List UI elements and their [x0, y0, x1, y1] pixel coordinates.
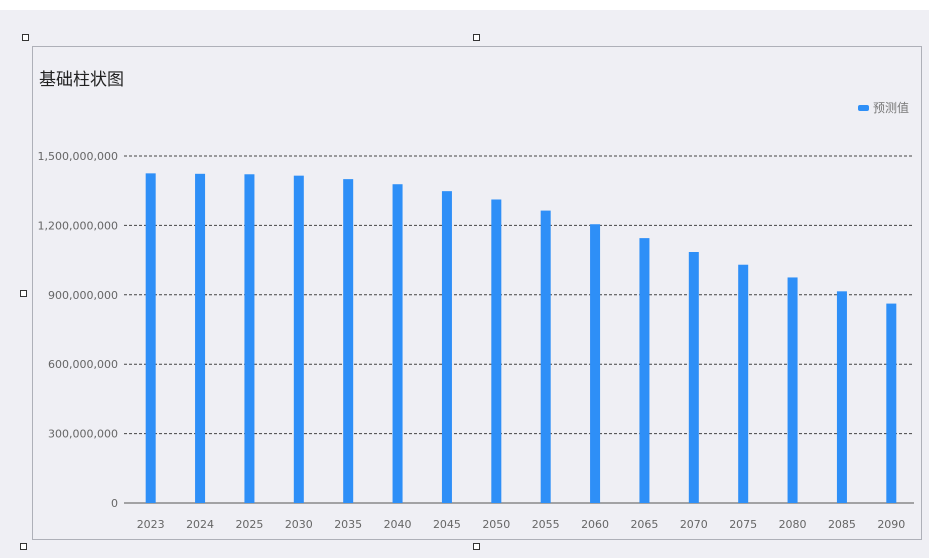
chart-widget[interactable]: [32, 46, 922, 540]
x-tick-label: 2025: [235, 518, 263, 531]
x-tick-label: 2065: [630, 518, 658, 531]
bar[interactable]: [392, 184, 403, 504]
x-tick-label: 2070: [680, 518, 708, 531]
y-tick-label: 900,000,000: [48, 289, 118, 302]
y-tick-label: 1,200,000,000: [38, 219, 118, 232]
x-tick-label: 2090: [877, 518, 905, 531]
bar[interactable]: [836, 291, 847, 503]
x-tick-label: 2040: [384, 518, 412, 531]
bar[interactable]: [787, 277, 798, 503]
x-tick-label: 2030: [285, 518, 313, 531]
x-tick-label: 2080: [779, 518, 807, 531]
bar[interactable]: [343, 179, 354, 503]
chart-title: 基础柱状图: [39, 70, 124, 90]
bar[interactable]: [293, 175, 304, 503]
x-tick-label: 2050: [482, 518, 510, 531]
x-tick-label: 2023: [137, 518, 165, 531]
y-tick-label: 0: [111, 497, 118, 510]
x-tick-label: 2085: [828, 518, 856, 531]
x-tick-label: 2055: [532, 518, 560, 531]
y-tick-label: 600,000,000: [48, 358, 118, 371]
legend-label: 预测值: [872, 101, 909, 115]
bar[interactable]: [738, 264, 749, 503]
x-tick-label: 2035: [334, 518, 362, 531]
resize-handle-bottom-left[interactable]: [20, 543, 27, 550]
resize-handle-bottom-center[interactable]: [473, 543, 480, 550]
bar[interactable]: [639, 238, 650, 503]
bar[interactable]: [195, 173, 206, 503]
bar[interactable]: [244, 174, 255, 503]
bar[interactable]: [145, 173, 156, 503]
x-tick-label: 2075: [729, 518, 757, 531]
x-tick-label: 2024: [186, 518, 214, 531]
bar[interactable]: [540, 210, 551, 503]
bar[interactable]: [590, 224, 601, 503]
legend[interactable]: 预测值: [857, 99, 909, 116]
y-tick-label: 300,000,000: [48, 428, 118, 441]
y-tick-label: 1,500,000,000: [38, 150, 118, 163]
resize-handle-top-center[interactable]: [473, 34, 480, 41]
bar[interactable]: [491, 199, 502, 503]
resize-handle-top-left[interactable]: [22, 34, 29, 41]
x-tick-label: 2045: [433, 518, 461, 531]
bar[interactable]: [886, 303, 897, 503]
bar[interactable]: [688, 252, 699, 503]
x-tick-label: 2060: [581, 518, 609, 531]
legend-swatch: [857, 104, 869, 111]
resize-handle-middle-left[interactable]: [20, 290, 27, 297]
bar[interactable]: [441, 191, 452, 504]
